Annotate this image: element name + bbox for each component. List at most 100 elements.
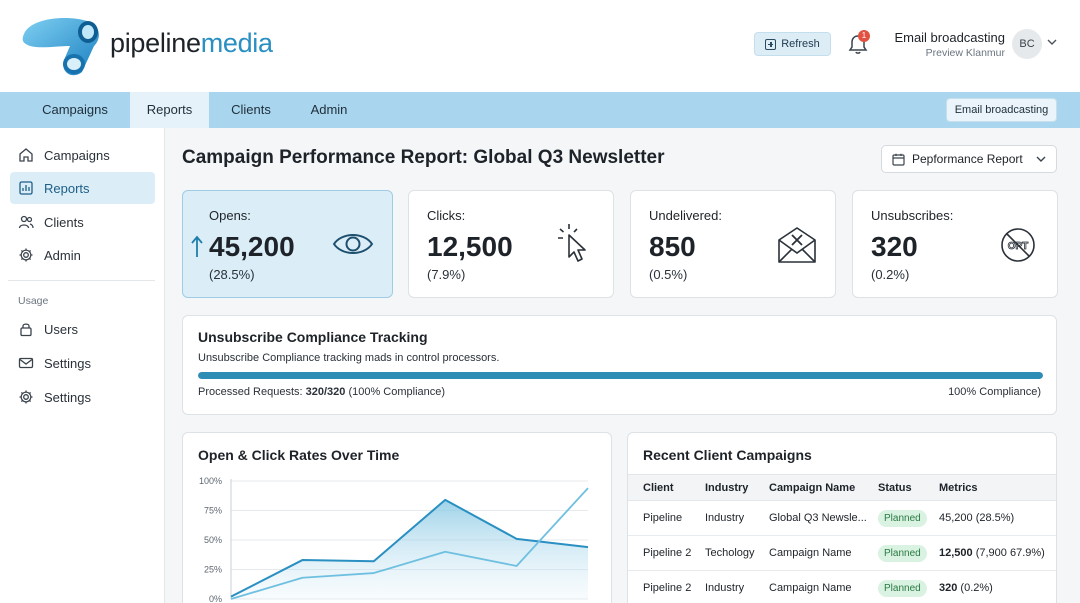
opt-out-icon: OPT [1001,228,1035,262]
cell-client: Pipeline [643,512,683,524]
rates-chart-card: Open & Click Rates Over Time 100% 75% 50% 2… [182,432,612,603]
series-area-fill [231,499,588,599]
refresh-button[interactable]: Refresh [754,32,831,56]
column-header-client[interactable]: Client [643,482,674,494]
chart-title: Open & Click Rates Over Time [198,447,400,463]
column-header-status[interactable]: Status [878,482,912,494]
y-tick-label: 100% [199,476,222,486]
status-badge: Planned [878,510,927,527]
cell-client: Pipeline 2 [643,547,692,559]
top-nav: Campaigns Reports Clients Admin Email br… [0,92,1080,128]
column-header-campaign[interactable]: Campaign Name [769,482,856,494]
report-select[interactable]: Pepformance Report [881,145,1057,173]
user-name: Email broadcasting [894,30,1005,45]
app-header: pipelinemedia Refresh 1 Email broadcasti… [0,0,1080,92]
cell-metrics: 320 (0.2%) [939,582,993,594]
home-icon [19,148,33,162]
lock-icon [20,323,32,337]
sidebar-item-reports[interactable]: Reports [10,172,155,204]
cell-campaign: Campaign Name [769,582,852,594]
stat-percentage: (7.9%) [427,267,466,282]
avatar[interactable]: BC [1012,29,1042,59]
envelope-x-icon [778,227,816,263]
stat-percentage: (0.5%) [649,267,688,282]
table-title: Recent Client Campaigns [643,447,812,463]
gear-icon [19,248,33,262]
sidebar-item-campaigns[interactable]: Campaigns [10,139,155,171]
table-row[interactable]: Pipeline 2 Industry Campaign Name Planne… [628,571,1056,603]
stat-percentage: (28.5%) [209,267,255,282]
plus-square-icon [765,38,777,50]
cell-industry: Industry [705,582,745,594]
table-row[interactable]: Pipeline Industry Global Q3 Newsle... Pl… [628,501,1056,536]
stat-value: 12,500 [427,231,513,262]
rates-chart: 100% 75% 50% 25% 0% [199,476,589,603]
sidebar-item-clients[interactable]: Clients [10,206,155,238]
stat-card-unsubscribes[interactable]: Unsubscribes: 320 (0.2%) OPT [852,190,1058,298]
status-badge: Planned [878,545,927,562]
brand-name: pipelinemedia [110,28,273,58]
stat-value: 850 [649,231,696,262]
cell-metrics: 12,500 (7,900 67.9%) [939,547,1045,559]
email-broadcasting-button[interactable]: Email broadcasting [946,98,1057,122]
cell-campaign: Campaign Name [769,547,852,559]
sidebar: Campaigns Reports Clients Admin Usage Us… [0,128,165,603]
compliance-description: Unsubscribe Compliance tracking mads in … [198,352,500,364]
stat-card-clicks[interactable]: Clicks: 12,500 (7.9%) [408,190,614,298]
cell-client: Pipeline 2 [643,582,692,594]
stat-percentage: (0.2%) [871,267,910,282]
tab-admin[interactable]: Admin [310,102,348,117]
arrow-up-icon [191,235,203,257]
notification-badge: 1 [858,30,870,42]
chevron-down-icon[interactable] [1047,38,1057,46]
stat-label: Opens: [209,208,251,223]
stat-card-undelivered[interactable]: Undelivered: 850 (0.5%) [630,190,836,298]
sidebar-item-settings[interactable]: Settings [10,381,155,413]
compliance-title: Unsubscribe Compliance Tracking [198,329,428,345]
column-header-industry[interactable]: Industry [705,482,749,494]
sidebar-item-users[interactable]: Users [10,313,155,345]
processed-requests: Processed Requests: 320/320 (100% Compli… [198,386,446,398]
recent-campaigns-card: Recent Client Campaigns Client Industry … [627,432,1057,603]
sidebar-section-usage: Usage [18,295,49,307]
compliance-progress-fill [198,372,1043,379]
stat-value: 320 [871,231,918,262]
calendar-icon [892,153,905,166]
users-icon [18,215,34,229]
compliance-progress-bar [198,372,1043,379]
stat-label: Clicks: [427,208,466,223]
compliance-panel: Unsubscribe Compliance Tracking Unsubscr… [182,315,1057,415]
status-badge: Planned [878,580,927,597]
stat-value: 45,200 [209,231,295,262]
cell-metrics: 45,200 (28.5%) [939,512,1015,524]
tab-clients[interactable]: Clients [231,102,271,117]
sidebar-item-settings-mail[interactable]: Settings [10,347,155,379]
series-line-2 [230,487,589,600]
svg-text:OPT: OPT [1008,241,1029,252]
stat-card-opens[interactable]: Opens: 45,200 (28.5%) [182,190,393,298]
page-title: Campaign Performance Report: Global Q3 N… [182,147,665,168]
compliance-percentage: 100% Compliance) [948,386,1041,398]
column-header-metrics[interactable]: Metrics [939,482,978,494]
cursor-click-icon [558,224,586,262]
sidebar-item-admin[interactable]: Admin [10,239,155,271]
y-tick-label: 75% [204,506,222,516]
tab-reports[interactable]: Reports [130,92,209,128]
stat-label: Unsubscribes: [871,208,954,223]
y-tick-label: 0% [209,594,222,603]
stat-label: Undelivered: [649,208,722,223]
user-subtitle: Preview Klanmur [925,47,1005,59]
table-row[interactable]: Pipeline 2 Techology Campaign Name Plann… [628,536,1056,571]
tab-campaigns[interactable]: Campaigns [42,102,108,117]
eye-icon [332,234,374,254]
logo-pipe-icon [22,18,99,76]
series-line-1 [230,498,589,598]
cell-campaign: Global Q3 Newsle... [769,512,867,524]
table-header: Client Industry Campaign Name Status Met… [628,474,1056,501]
sidebar-divider [8,280,155,281]
mail-icon [18,357,34,369]
cell-industry: Techology [705,547,755,559]
bar-chart-icon [19,181,33,195]
y-tick-label: 25% [204,565,222,575]
y-tick-label: 50% [204,535,222,545]
